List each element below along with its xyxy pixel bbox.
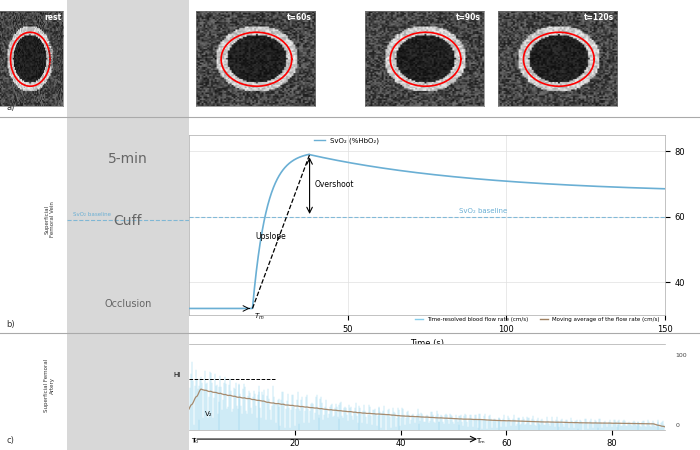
Text: rest: rest <box>44 14 61 22</box>
Text: Superficial
Femoral Artery
Vessel Wall Imaging: Superficial Femoral Artery Vessel Wall I… <box>48 25 65 80</box>
Text: t=90s: t=90s <box>456 14 481 22</box>
Text: $T_m$: $T_m$ <box>254 312 265 322</box>
Text: t=120s: t=120s <box>584 14 614 22</box>
Text: 5-min: 5-min <box>108 152 148 166</box>
Text: Overshoot: Overshoot <box>314 180 354 189</box>
Text: 0: 0 <box>676 423 680 428</box>
Text: b): b) <box>7 320 15 329</box>
Text: SvO₂ baseline: SvO₂ baseline <box>73 212 111 217</box>
Text: HI: HI <box>174 373 181 378</box>
Text: 100: 100 <box>676 353 687 358</box>
Legend: Time-resolved blood flow rate (cm/s), Moving average of the flow rate (cm/s): Time-resolved blood flow rate (cm/s), Mo… <box>412 315 662 324</box>
Text: a): a) <box>7 104 15 112</box>
Text: Tₘ: Tₘ <box>475 438 484 444</box>
Text: V₂: V₂ <box>205 411 213 417</box>
Text: Occlusion: Occlusion <box>104 299 151 309</box>
Text: SvO₂ baseline: SvO₂ baseline <box>458 208 507 214</box>
Text: Upslope: Upslope <box>256 232 286 241</box>
X-axis label: Time (s): Time (s) <box>410 339 444 348</box>
Text: c): c) <box>7 436 15 446</box>
Text: Superficial
Femoral Vein: Superficial Femoral Vein <box>45 201 55 237</box>
Text: Cuff: Cuff <box>113 214 142 228</box>
Legend: SvO₂ (%HbO₂): SvO₂ (%HbO₂) <box>312 135 382 147</box>
Text: T₀: T₀ <box>191 438 198 444</box>
Text: t=60s: t=60s <box>286 14 312 22</box>
Text: Superficial Femoral
Artery: Superficial Femoral Artery <box>45 359 55 412</box>
